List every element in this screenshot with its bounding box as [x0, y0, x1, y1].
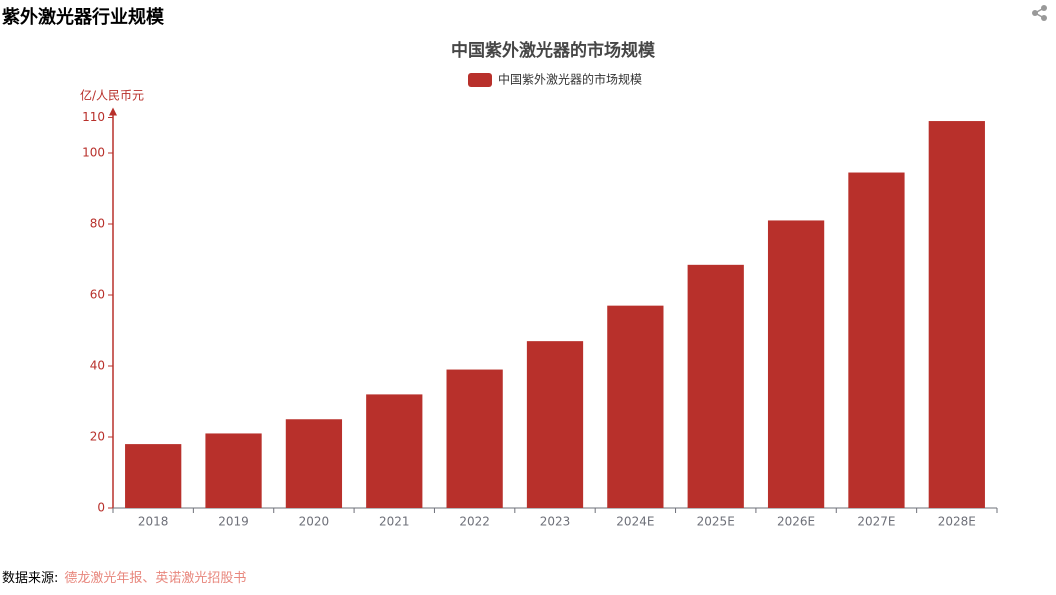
bar	[848, 172, 905, 508]
x-tick-label: 2025E	[697, 515, 735, 529]
x-tick-label: 2019	[218, 515, 249, 529]
x-tick-label: 2022	[459, 515, 490, 529]
bar	[285, 419, 343, 508]
share-icon[interactable]	[1030, 3, 1050, 23]
bar	[446, 369, 503, 508]
bar	[767, 220, 825, 508]
y-tick-label: 60	[90, 288, 105, 302]
bar	[526, 341, 584, 508]
x-tick-label: 2021	[379, 515, 410, 529]
bar	[687, 264, 744, 508]
source: 数据来源: 德龙激光年报、英诺激光招股书	[2, 567, 246, 586]
x-tick-label: 2024E	[616, 515, 654, 529]
chart: 中国紫外激光器的市场规模 中国紫外激光器的市场规模 亿/人民币元 0 20 40 60…	[80, 40, 998, 529]
source-text: 德龙激光年报、英诺激光招股书	[64, 571, 247, 586]
x-tick-label: 2026E	[777, 515, 815, 529]
bar	[366, 394, 423, 508]
source-label: 数据来源:	[2, 571, 59, 586]
y-tick-label: 110	[82, 110, 105, 124]
bar	[607, 305, 664, 508]
y-axis-title: 亿/人民币元	[80, 88, 144, 103]
bar	[928, 121, 985, 509]
x-tick-label: 2028E	[938, 515, 976, 529]
bar	[205, 433, 262, 508]
page-title: 紫外激光器行业规模	[2, 7, 164, 28]
x-tick-label: 2018	[138, 515, 169, 529]
y-tick-label: 100	[82, 146, 105, 160]
chart-title: 中国紫外激光器的市场规模	[451, 40, 656, 61]
y-tick-label: 20	[90, 430, 105, 444]
y-tick-label: 0	[97, 501, 105, 515]
y-tick-label: 80	[90, 217, 105, 231]
y-tick-label: 40	[90, 359, 105, 373]
legend-label[interactable]: 中国紫外激光器的市场规模	[498, 72, 642, 87]
bar	[125, 444, 182, 508]
x-tick-label: 2027E	[857, 515, 895, 529]
y-axis-arrow	[109, 107, 117, 116]
x-tick-label: 2020	[299, 515, 330, 529]
legend-swatch[interactable]	[468, 73, 492, 87]
x-tick-label: 2023	[540, 515, 571, 529]
